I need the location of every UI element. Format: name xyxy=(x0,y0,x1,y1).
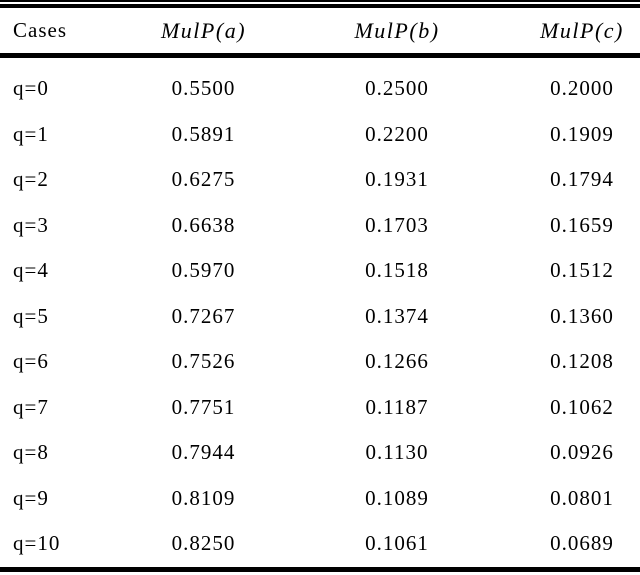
cell-mulp-b: 0.1089 xyxy=(365,485,429,510)
top-rule-outer xyxy=(0,0,640,2)
row-case-label: q=6 xyxy=(13,349,49,374)
cell-mulp-a: 0.5970 xyxy=(171,258,236,283)
table-row: q=10 0.8250 0.1061 0.0689 xyxy=(0,521,640,567)
row-case-label: q=9 xyxy=(13,485,49,510)
cell-mulp-a: 0.5500 xyxy=(171,76,236,101)
header-mulp-b: MulP(b) xyxy=(354,17,440,43)
header-mulp-a: MulP(a) xyxy=(160,17,247,43)
table-row: q=9 0.8109 0.1089 0.0801 xyxy=(0,476,640,522)
cell-mulp-a: 0.7944 xyxy=(171,440,236,465)
row-case-label: q=8 xyxy=(13,440,49,465)
cell-mulp-b: 0.1931 xyxy=(365,167,429,192)
cell-mulp-b: 0.2500 xyxy=(365,76,429,101)
cell-mulp-b: 0.1187 xyxy=(365,394,429,419)
header-mulp-c: MulP(c) xyxy=(540,17,624,43)
cell-mulp-c: 0.0926 xyxy=(550,440,614,465)
header-cases: Cases xyxy=(13,18,67,42)
cell-mulp-b: 0.1374 xyxy=(365,303,429,328)
table-row: q=3 0.6638 0.1703 0.1659 xyxy=(0,203,640,249)
row-case-label: q=10 xyxy=(13,531,61,556)
cell-mulp-c: 0.1794 xyxy=(550,167,614,192)
cell-mulp-a: 0.5891 xyxy=(171,121,236,146)
bottom-rule xyxy=(0,566,640,572)
cell-mulp-c: 0.1360 xyxy=(550,303,614,328)
cell-mulp-a: 0.8109 xyxy=(171,485,236,510)
table-row: q=0 0.5500 0.2500 0.2000 xyxy=(0,66,640,112)
cell-mulp-b: 0.1266 xyxy=(365,349,429,374)
table-row: q=8 0.7944 0.1130 0.0926 xyxy=(0,430,640,476)
table-row: q=4 0.5970 0.1518 0.1512 xyxy=(0,248,640,294)
top-rule-inner xyxy=(0,4,640,8)
cell-mulp-b: 0.1703 xyxy=(365,212,429,237)
table-row: q=1 0.5891 0.2200 0.1909 xyxy=(0,112,640,158)
cell-mulp-c: 0.1062 xyxy=(550,394,614,419)
cell-mulp-c: 0.1909 xyxy=(550,121,614,146)
header-separator-rule xyxy=(0,53,640,58)
row-case-label: q=2 xyxy=(13,167,49,192)
table-row: q=5 0.7267 0.1374 0.1360 xyxy=(0,294,640,340)
table-row: q=7 0.7751 0.1187 0.1062 xyxy=(0,385,640,431)
cell-mulp-b: 0.1130 xyxy=(365,440,429,465)
table-row: q=2 0.6275 0.1931 0.1794 xyxy=(0,157,640,203)
table-header-row: Cases MulP(a) MulP(b) MulP(c) xyxy=(0,8,640,53)
table-row: q=6 0.7526 0.1266 0.1208 xyxy=(0,339,640,385)
cell-mulp-a: 0.8250 xyxy=(171,531,236,556)
cell-mulp-c: 0.2000 xyxy=(550,76,614,101)
cell-mulp-a: 0.7267 xyxy=(171,303,236,328)
row-case-label: q=7 xyxy=(13,394,49,419)
top-rule-gap xyxy=(0,2,640,4)
cell-mulp-a: 0.6638 xyxy=(171,212,236,237)
row-case-label: q=5 xyxy=(13,303,49,328)
row-case-label: q=1 xyxy=(13,121,49,146)
cell-mulp-b: 0.2200 xyxy=(365,121,429,146)
cell-mulp-c: 0.0689 xyxy=(550,531,614,556)
cell-mulp-c: 0.1512 xyxy=(550,258,614,283)
row-case-label: q=3 xyxy=(13,212,49,237)
cell-mulp-a: 0.6275 xyxy=(171,167,236,192)
cell-mulp-c: 0.1208 xyxy=(550,349,614,374)
cell-mulp-a: 0.7526 xyxy=(171,349,236,374)
cell-mulp-c: 0.0801 xyxy=(550,485,614,510)
row-case-label: q=4 xyxy=(13,258,49,283)
cell-mulp-b: 0.1518 xyxy=(365,258,429,283)
cell-mulp-b: 0.1061 xyxy=(365,531,429,556)
cell-mulp-c: 0.1659 xyxy=(550,212,614,237)
row-case-label: q=0 xyxy=(13,76,49,101)
table-body: q=0 0.5500 0.2500 0.2000 q=1 0.5891 0.22… xyxy=(0,58,640,567)
cell-mulp-a: 0.7751 xyxy=(171,394,236,419)
